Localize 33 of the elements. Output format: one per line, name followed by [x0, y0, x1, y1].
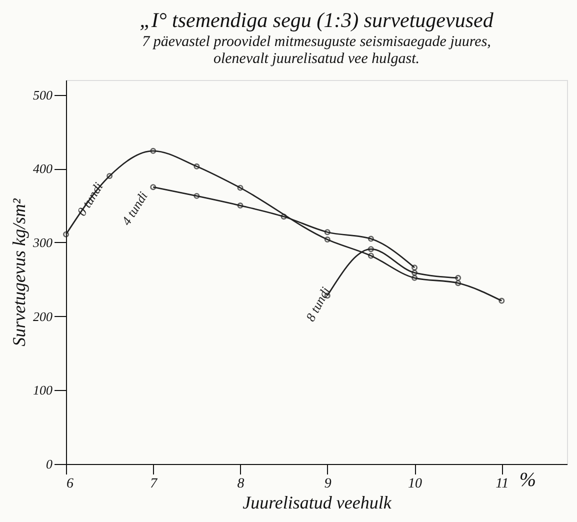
x-tick-label: 11 [496, 476, 509, 492]
point [368, 246, 374, 252]
point [237, 184, 244, 191]
y-tick-label: 300 [32, 234, 53, 250]
point [237, 202, 244, 209]
point [455, 280, 462, 286]
point [324, 229, 330, 236]
y-tick-label: 400 [33, 161, 53, 176]
point [368, 252, 374, 259]
y-axis-title: Survetugevus kg/sm² [9, 198, 29, 346]
point [194, 192, 200, 199]
x-tick-label: 8 [237, 476, 244, 492]
x-tick-label: 7 [150, 476, 158, 492]
y-tick-label: 200 [33, 308, 53, 324]
x-tick-label: 10 [408, 476, 422, 492]
text: 8 tundi [302, 284, 334, 324]
point [412, 270, 418, 276]
point [280, 214, 287, 220]
point [368, 236, 374, 242]
point [324, 236, 330, 242]
x-axis-title: Juurelisatud veehulk [242, 492, 392, 512]
point [106, 173, 113, 179]
chart-title: „I° tsemendiga segu (1:3) survetugevused [140, 8, 494, 32]
y-tick-label: 0 [46, 456, 53, 472]
point [412, 274, 418, 281]
point [194, 163, 200, 170]
point [150, 148, 156, 154]
y-tick-label: 100 [33, 382, 53, 398]
y-tick-label: 500 [33, 87, 53, 102]
x-tick-label: 6 [66, 476, 74, 492]
x-tick-label: 9 [324, 476, 332, 492]
text: % [519, 469, 536, 491]
chart-subtitle: 7 päevastel proovidel mitmesuguste seismisaegade juures, olenevalt juurelisatud vee hulgast. [142, 34, 491, 67]
